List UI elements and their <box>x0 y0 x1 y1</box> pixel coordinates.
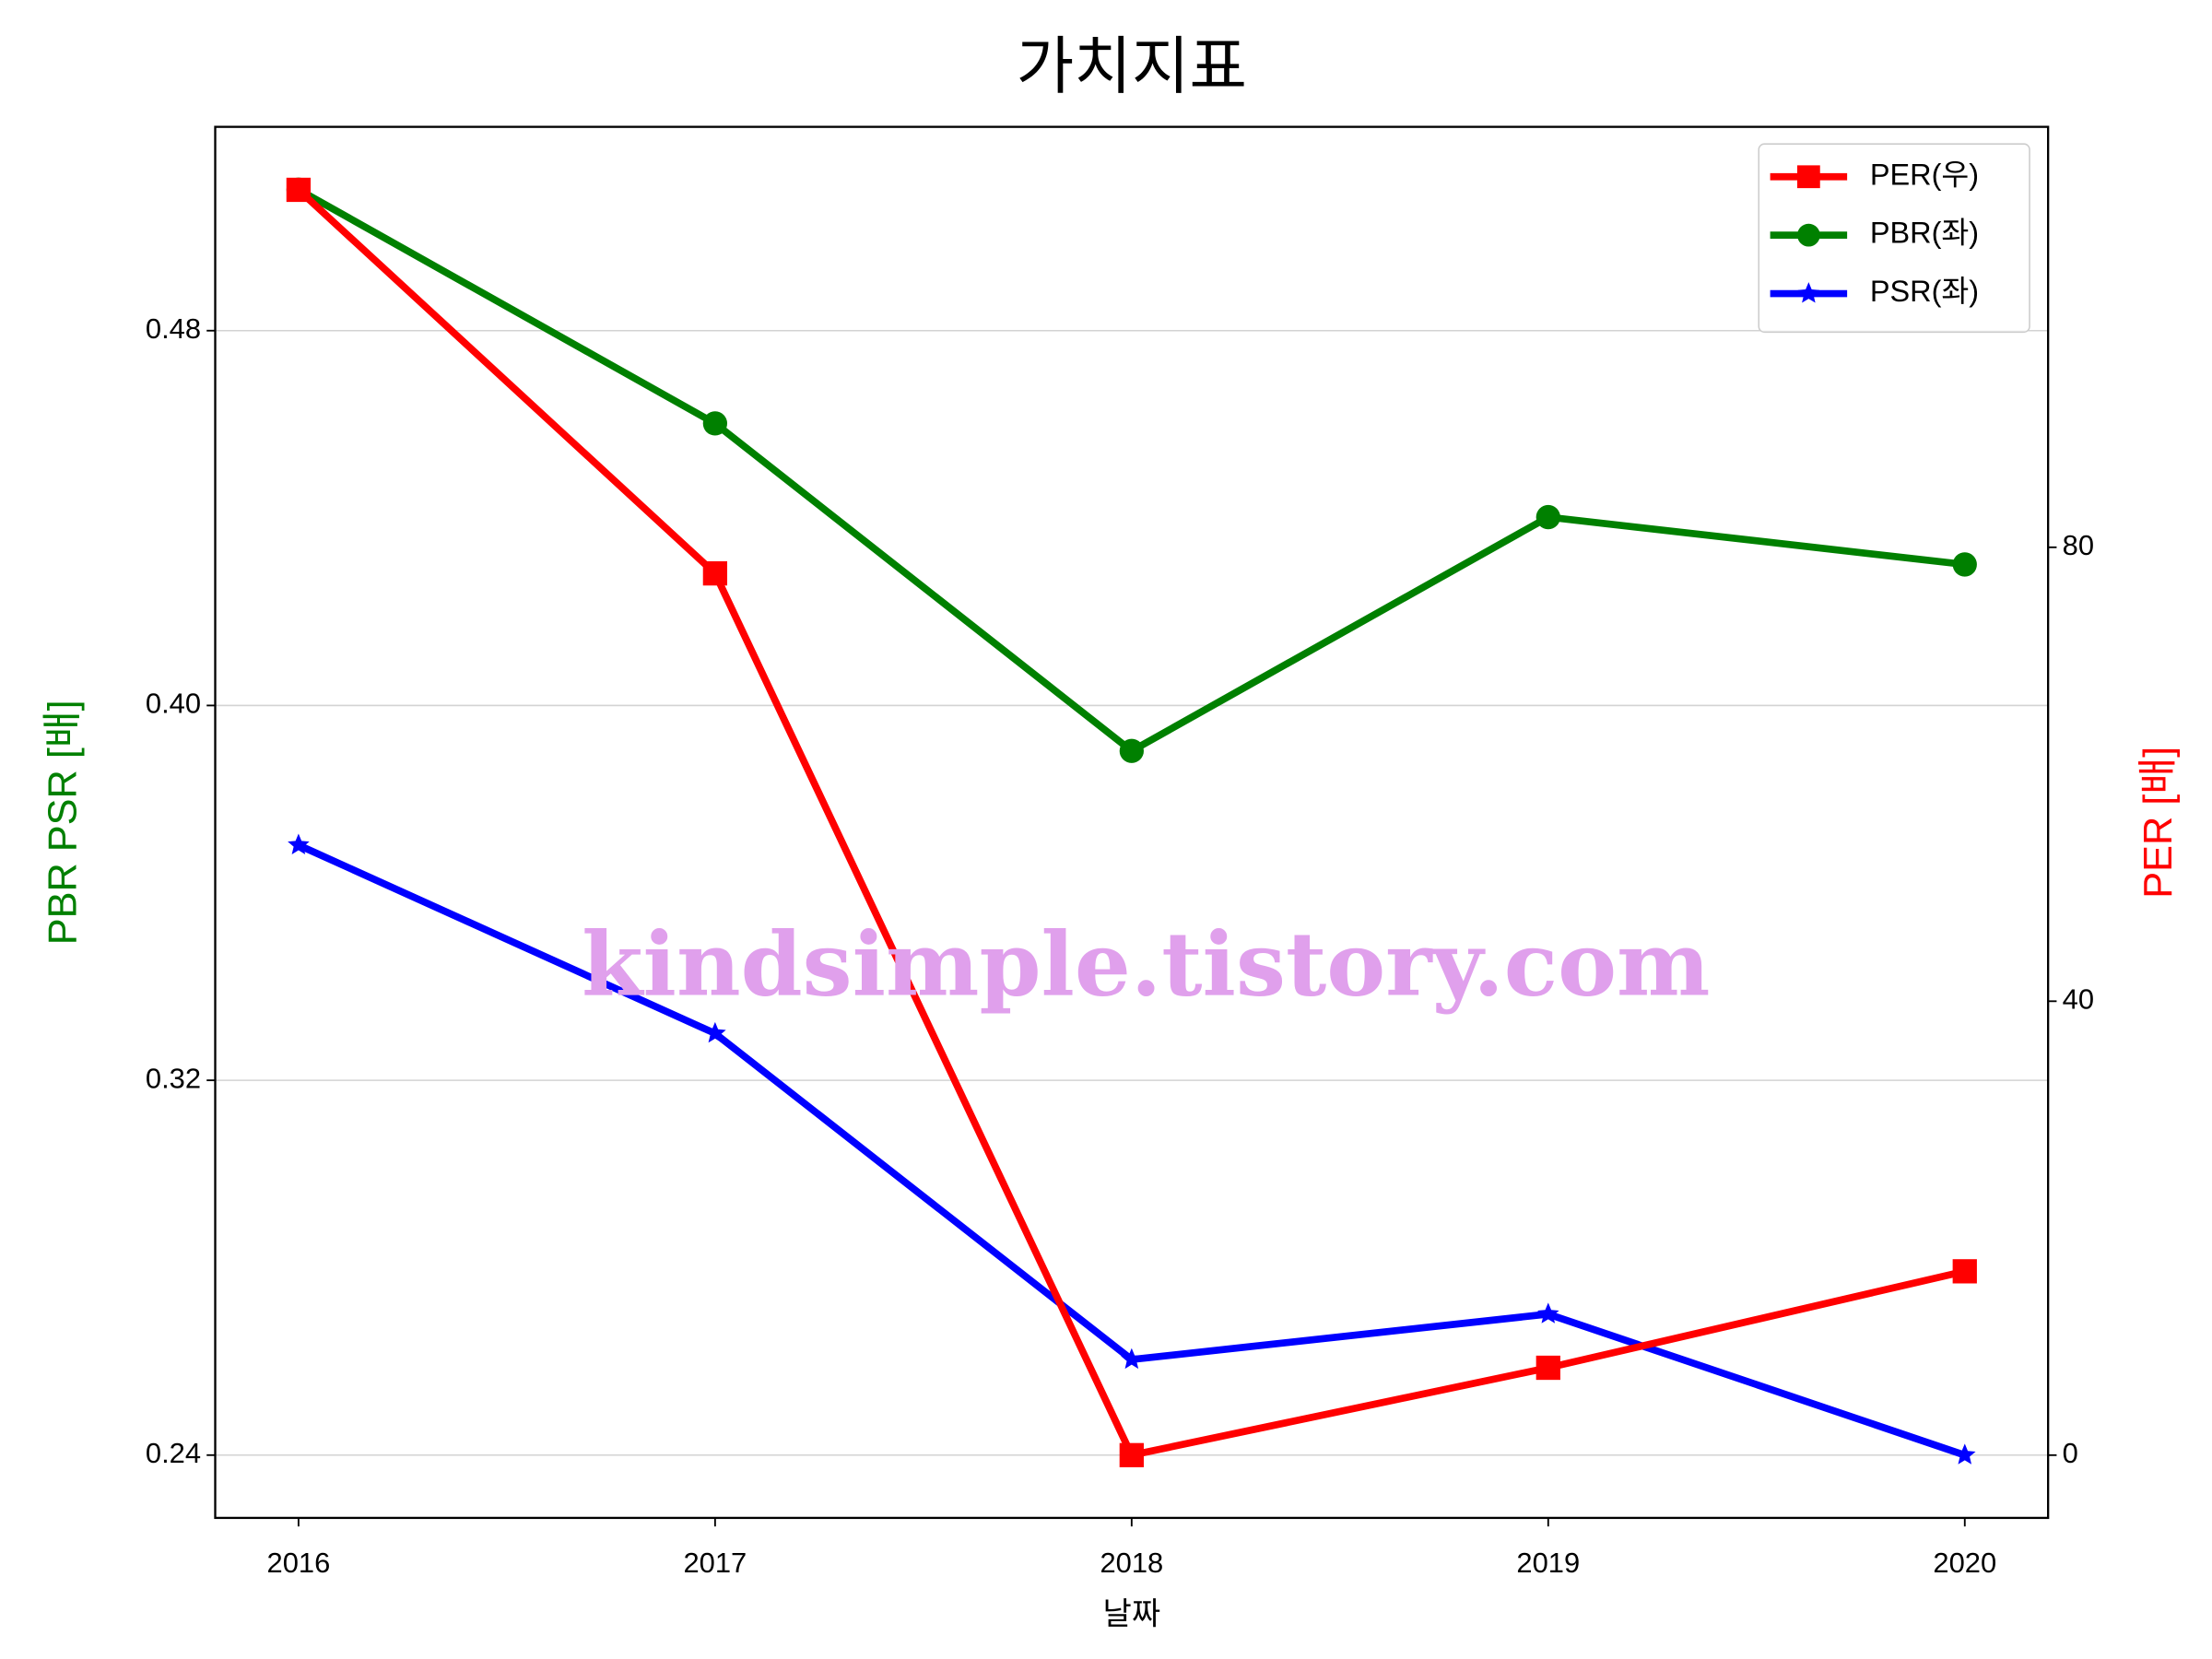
marker <box>1952 1259 1977 1284</box>
marker <box>704 1021 726 1043</box>
series-line <box>296 187 1966 1459</box>
legend-box <box>1758 143 2030 334</box>
y-tick-label: 0.48 <box>146 312 201 345</box>
x-tick-label: 2017 <box>683 1547 747 1579</box>
series-line <box>297 186 1966 755</box>
marker <box>1954 1443 1976 1465</box>
marker <box>1119 738 1144 763</box>
y2-axis-label: PER [배] <box>2136 747 2181 899</box>
legend-label: PBR(좌) <box>1870 217 1979 250</box>
marker <box>1537 1302 1559 1324</box>
y-tick-label: 0.24 <box>146 1437 201 1469</box>
marker <box>1119 1442 1144 1467</box>
y2-tick-label: 0 <box>2063 1437 2078 1469</box>
watermark: kindsimple.tistory.com <box>582 912 1710 1016</box>
marker <box>1535 1355 1560 1381</box>
marker <box>286 177 312 203</box>
marker <box>1535 504 1560 530</box>
legend-label: PER(우) <box>1870 158 1979 191</box>
x-tick-label: 2019 <box>1516 1547 1580 1579</box>
plot-frame <box>214 125 2050 1520</box>
y2-tick-label: 40 <box>2063 982 2094 1015</box>
y2-tick-label: 80 <box>2063 529 2094 561</box>
x-tick-label: 2018 <box>1100 1547 1163 1579</box>
x-tick-label: 2020 <box>1933 1547 1996 1579</box>
marker <box>1797 223 1820 247</box>
marker <box>1797 165 1820 189</box>
marker <box>702 560 728 586</box>
marker <box>288 833 310 854</box>
y-tick-label: 0.40 <box>146 688 201 720</box>
chart-title: 가치지표 <box>1017 31 1247 101</box>
marker <box>1952 552 1977 577</box>
marker <box>702 411 728 436</box>
marker <box>1121 1347 1143 1370</box>
x-tick-label: 2016 <box>267 1547 331 1579</box>
marker <box>1797 282 1820 303</box>
x-axis-label: 날짜 <box>1103 1597 1161 1632</box>
legend-label: PSR(좌) <box>1870 275 1979 308</box>
y-tick-label: 0.32 <box>146 1062 201 1094</box>
y-axis-label: PBR PSR [배] <box>41 700 86 945</box>
